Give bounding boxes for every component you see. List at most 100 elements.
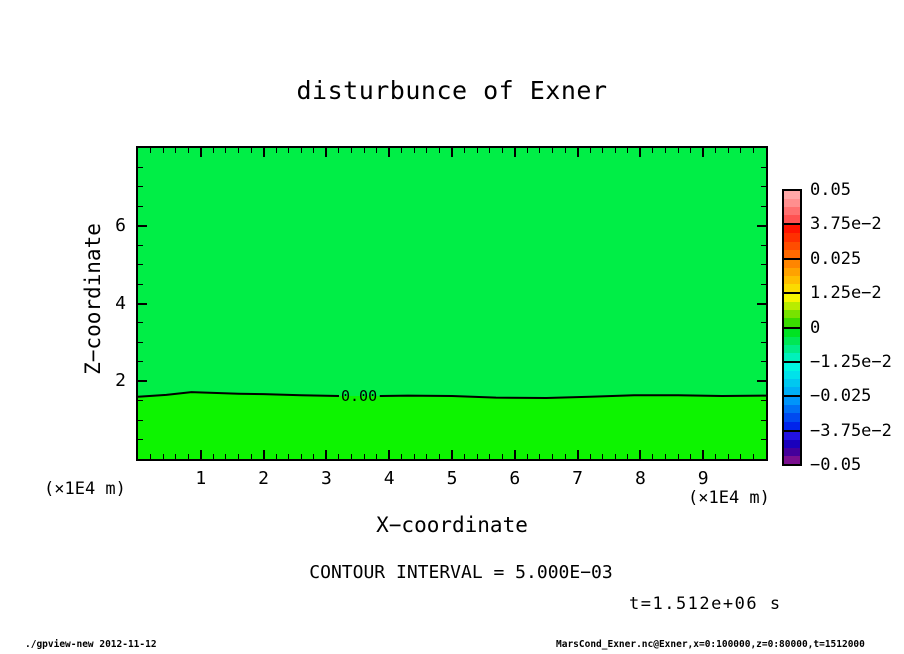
colorbar-color-strip	[784, 259, 800, 268]
z-minor-tick	[761, 244, 766, 246]
x-minor-tick	[752, 148, 754, 153]
x-major-tick	[513, 148, 516, 157]
z-major-tick	[757, 224, 766, 227]
x-minor-tick	[602, 148, 604, 153]
x-minor-tick	[652, 454, 654, 459]
colorbar-color-strip	[784, 225, 800, 234]
x-minor-tick	[288, 148, 290, 153]
x-minor-tick	[187, 148, 189, 153]
x-minor-tick	[476, 148, 478, 153]
x-minor-tick	[627, 454, 629, 459]
x-minor-tick	[363, 454, 365, 459]
z-minor-tick	[761, 166, 766, 168]
colorbar-segment	[784, 431, 800, 464]
z-major-tick	[757, 380, 766, 383]
z-major-tick	[757, 302, 766, 305]
z-minor-tick	[761, 322, 766, 324]
z-tick-label: 6	[115, 214, 126, 236]
x-minor-tick	[300, 454, 302, 459]
colorbar-color-strip	[784, 397, 800, 406]
x-minor-tick	[489, 454, 491, 459]
zero-contour-line-left	[138, 391, 340, 398]
below-zero-fill	[138, 392, 766, 459]
x-minor-tick	[187, 454, 189, 459]
z-minor-tick	[761, 186, 766, 188]
colorbar-color-strip	[784, 413, 800, 422]
x-minor-tick	[551, 148, 553, 153]
x-tick-label: 8	[634, 468, 646, 489]
colorbar-tick-label: 3.75e−2	[810, 214, 882, 235]
z-minor-tick	[138, 439, 143, 441]
x-minor-tick	[250, 454, 252, 459]
x-minor-tick	[464, 454, 466, 459]
z-minor-tick	[138, 341, 143, 343]
x-minor-tick	[401, 148, 403, 153]
x-minor-tick	[602, 454, 604, 459]
colorbar-color-strip	[784, 310, 800, 319]
x-minor-tick	[677, 148, 679, 153]
colorbar-segment	[784, 259, 800, 295]
x-minor-tick	[564, 454, 566, 459]
x-major-tick	[262, 450, 265, 459]
x-minor-tick	[225, 454, 227, 459]
z-minor-tick	[138, 283, 143, 285]
colorbar-color-strip	[784, 267, 800, 276]
colorbar-tick-label: 0.05	[810, 180, 851, 200]
colorbar-color-strip	[784, 294, 800, 303]
x-minor-tick	[413, 454, 415, 459]
colorbar-color-strip	[784, 199, 800, 208]
colorbar-segment	[784, 225, 800, 260]
z-minor-tick	[761, 341, 766, 343]
colorbar-color-strip	[784, 233, 800, 242]
x-minor-tick	[652, 148, 654, 153]
x-minor-tick	[627, 148, 629, 153]
x-axis-label: X−coordinate	[376, 513, 528, 537]
colorbar-segment	[784, 191, 800, 226]
time-label: t=1.512e+06 s	[629, 594, 782, 614]
x-minor-tick	[212, 454, 214, 459]
colorbar-color-strip	[784, 379, 800, 388]
x-minor-tick	[501, 454, 503, 459]
x-minor-tick	[740, 454, 742, 459]
z-major-tick	[138, 380, 147, 383]
x-minor-tick	[237, 148, 239, 153]
z-minor-tick	[138, 361, 143, 363]
colorbar-color-strip	[784, 241, 800, 250]
colorbar-color-strip	[784, 447, 800, 456]
zero-contour-label: 0.00	[340, 387, 378, 406]
colorbar-tick-label: −3.75e−2	[810, 420, 892, 441]
colorbar-color-strip	[784, 431, 800, 440]
x-major-tick	[199, 450, 202, 459]
colorbar-color-strip	[784, 284, 800, 293]
x-minor-tick	[690, 454, 692, 459]
colorbar-color-strip	[784, 439, 800, 448]
x-major-tick	[451, 450, 453, 459]
colorbar-color-strip	[784, 370, 800, 380]
x-minor-tick	[313, 454, 315, 459]
z-minor-tick	[761, 205, 766, 207]
z-tick-label: 2	[115, 370, 126, 392]
colorbar-color-strip	[784, 207, 800, 216]
colorbar-segment	[784, 397, 800, 432]
colorbar-segment	[784, 294, 800, 329]
x-major-tick	[325, 450, 328, 459]
colorbar-color-strip	[784, 387, 800, 396]
colorbar-color-strip	[784, 318, 800, 327]
footer-data-source: MarsCond_Exner.nc@Exner,x=0:100000,z=0:8…	[556, 639, 865, 650]
x-minor-tick	[438, 148, 440, 153]
z-tick-label: 4	[115, 292, 126, 314]
contour-interval-text: CONTOUR INTERVAL = 5.000E−03	[309, 562, 613, 583]
x-minor-tick	[715, 454, 717, 459]
x-minor-tick	[551, 454, 553, 459]
colorbar-color-strip	[784, 455, 800, 464]
colorbar-color-strip	[784, 191, 800, 200]
x-minor-tick	[162, 148, 164, 153]
x-tick-label: 9	[697, 468, 709, 489]
x-minor-tick	[275, 454, 277, 459]
x-minor-tick	[363, 148, 365, 153]
colorbar-tick-label: −0.025	[810, 386, 872, 407]
x-minor-tick	[376, 148, 378, 153]
colorbar-segment	[784, 362, 800, 398]
x-major-tick	[325, 148, 328, 157]
x-minor-tick	[614, 148, 616, 153]
